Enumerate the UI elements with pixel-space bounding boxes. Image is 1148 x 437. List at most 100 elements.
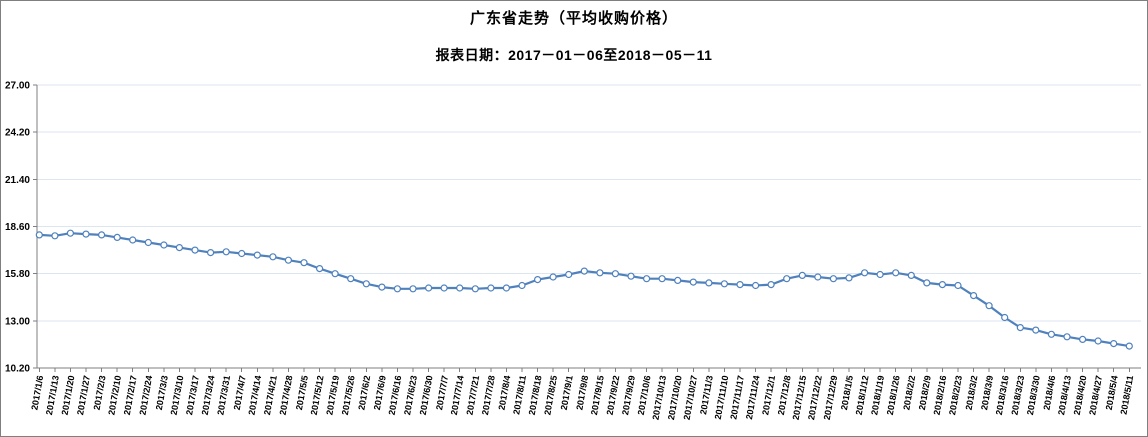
x-tick-label: 2017/7/7 <box>434 375 450 411</box>
x-tick-label: 2018/3/9 <box>979 375 995 411</box>
data-point-marker <box>35 231 43 239</box>
data-point-marker <box>471 285 479 293</box>
x-tick-label: 2017/7/21 <box>464 375 481 416</box>
data-point-marker <box>316 265 324 273</box>
data-point-marker <box>767 281 775 289</box>
x-tick-label: 2017/9/8 <box>574 375 590 411</box>
data-point-marker <box>720 280 729 288</box>
data-point-marker <box>97 231 106 239</box>
data-point-marker <box>689 278 697 286</box>
x-tick-label: 2017/5/5 <box>294 375 310 411</box>
x-tick-label: 2017/7/14 <box>449 375 466 416</box>
chart-title: 广东省走势（平均收购价格） <box>469 10 678 27</box>
x-tick-label: 2018/1/19 <box>869 375 886 416</box>
data-point-marker <box>440 284 448 292</box>
data-point-marker <box>876 270 884 279</box>
x-tick-label: 2017/11/3 <box>698 375 715 416</box>
x-tick-label: 2017/11/10 <box>713 375 731 421</box>
x-tick-label: 2017/4/14 <box>246 375 263 416</box>
y-tick-label: 27.00 <box>5 81 30 92</box>
data-point-marker <box>705 279 713 287</box>
data-point-marker <box>611 270 620 278</box>
x-tick-label: 2017/12/1 <box>760 375 777 416</box>
data-point-marker <box>51 232 59 240</box>
x-tick-label: 2017/8/11 <box>511 375 528 416</box>
data-point-marker <box>1032 326 1040 334</box>
data-point-marker <box>82 230 90 238</box>
x-tick-label: 2017/11/17 <box>728 375 746 421</box>
data-point-marker <box>954 281 962 290</box>
data-point-marker <box>860 269 869 277</box>
data-point-marker <box>736 281 744 289</box>
x-tick-label: 2018/5/4 <box>1104 375 1120 411</box>
y-tick-label: 10.20 <box>5 364 30 375</box>
x-tick-label: 2017/5/26 <box>340 375 357 416</box>
x-tick-label: 2017/8/4 <box>496 375 512 411</box>
x-tick-label: 2017/2/24 <box>137 375 154 416</box>
x-tick-label: 2017/6/23 <box>402 375 419 416</box>
x-tick-label: 2017/2/3 <box>92 375 108 411</box>
x-tick-label: 2018/3/23 <box>1009 375 1026 416</box>
x-tick-label: 2017/5/19 <box>324 375 341 416</box>
x-tick-label: 2017/1/13 <box>44 375 61 416</box>
data-point-marker <box>160 241 168 249</box>
x-tick-label: 2018/4/6 <box>1041 375 1057 411</box>
x-tick-label: 2017/2/17 <box>122 375 139 416</box>
data-point-marker <box>456 284 464 292</box>
x-tick-label: 2018/2/2 <box>901 375 917 411</box>
x-tick-label: 2018/2/23 <box>947 375 964 416</box>
data-point-marker <box>502 284 510 292</box>
x-tick-label: 2018/3/30 <box>1025 375 1042 416</box>
x-tick-label: 2017/11/24 <box>744 375 762 421</box>
data-point-marker <box>1078 335 1087 343</box>
y-tick-label: 18.60 <box>5 222 30 233</box>
data-point-marker <box>66 229 75 237</box>
data-point-marker <box>892 269 900 277</box>
data-point-marker <box>347 275 355 283</box>
x-tick-label: 2017/4/28 <box>278 375 295 416</box>
x-tick-label: 2017/6/2 <box>356 375 372 411</box>
data-point-marker <box>409 285 417 293</box>
data-point-marker <box>1047 330 1056 338</box>
x-tick-label: 2017/9/1 <box>559 375 575 411</box>
data-point-marker <box>1016 324 1024 332</box>
data-point-marker <box>393 285 401 293</box>
data-point-marker <box>425 284 433 292</box>
data-point-marker <box>798 271 806 279</box>
x-tick-label: 2017/10/6 <box>636 375 653 416</box>
data-point-marker <box>331 270 339 278</box>
data-point-marker <box>487 284 495 292</box>
x-tick-label: 2017/4/7 <box>232 375 248 411</box>
data-point-marker <box>175 244 183 252</box>
trend-line <box>38 232 1131 348</box>
x-tick-label: 2017/4/21 <box>262 375 279 416</box>
x-tick-label: 2017/1/6 <box>29 375 45 411</box>
x-tick-label: 2018/1/12 <box>854 375 871 416</box>
x-tick-label: 2018/4/13 <box>1056 375 1073 416</box>
data-point-marker <box>923 279 931 287</box>
data-point-marker <box>580 267 588 275</box>
x-tick-label: 2017/6/16 <box>387 375 404 416</box>
x-tick-label: 2017/3/17 <box>184 375 201 416</box>
data-point-marker <box>907 271 915 279</box>
x-tick-label: 2017/12/29 <box>822 375 840 421</box>
x-tick-label: 2017/8/25 <box>542 375 559 416</box>
x-tick-label: 2018/1/5 <box>839 375 855 411</box>
x-tick-label: 2017/12/22 <box>806 375 824 421</box>
x-tick-label: 2017/1/27 <box>75 375 92 416</box>
data-point-marker <box>207 249 215 257</box>
data-point-marker <box>985 302 993 310</box>
data-point-marker <box>549 273 557 281</box>
y-tick-label: 13.00 <box>5 316 30 327</box>
x-tick-label: 2017/3/24 <box>200 375 217 416</box>
x-tick-label: 2018/2/16 <box>932 375 949 416</box>
data-point-marker <box>253 251 261 259</box>
data-point-marker <box>144 238 152 247</box>
x-tick-label: 2017/9/22 <box>605 375 622 416</box>
x-tick-label: 2017/3/10 <box>169 375 186 416</box>
x-tick-label: 2018/4/20 <box>1072 375 1089 416</box>
data-point-marker <box>642 275 651 283</box>
data-point-marker <box>191 246 199 254</box>
data-point-marker <box>269 253 277 261</box>
data-point-marker <box>518 281 526 290</box>
